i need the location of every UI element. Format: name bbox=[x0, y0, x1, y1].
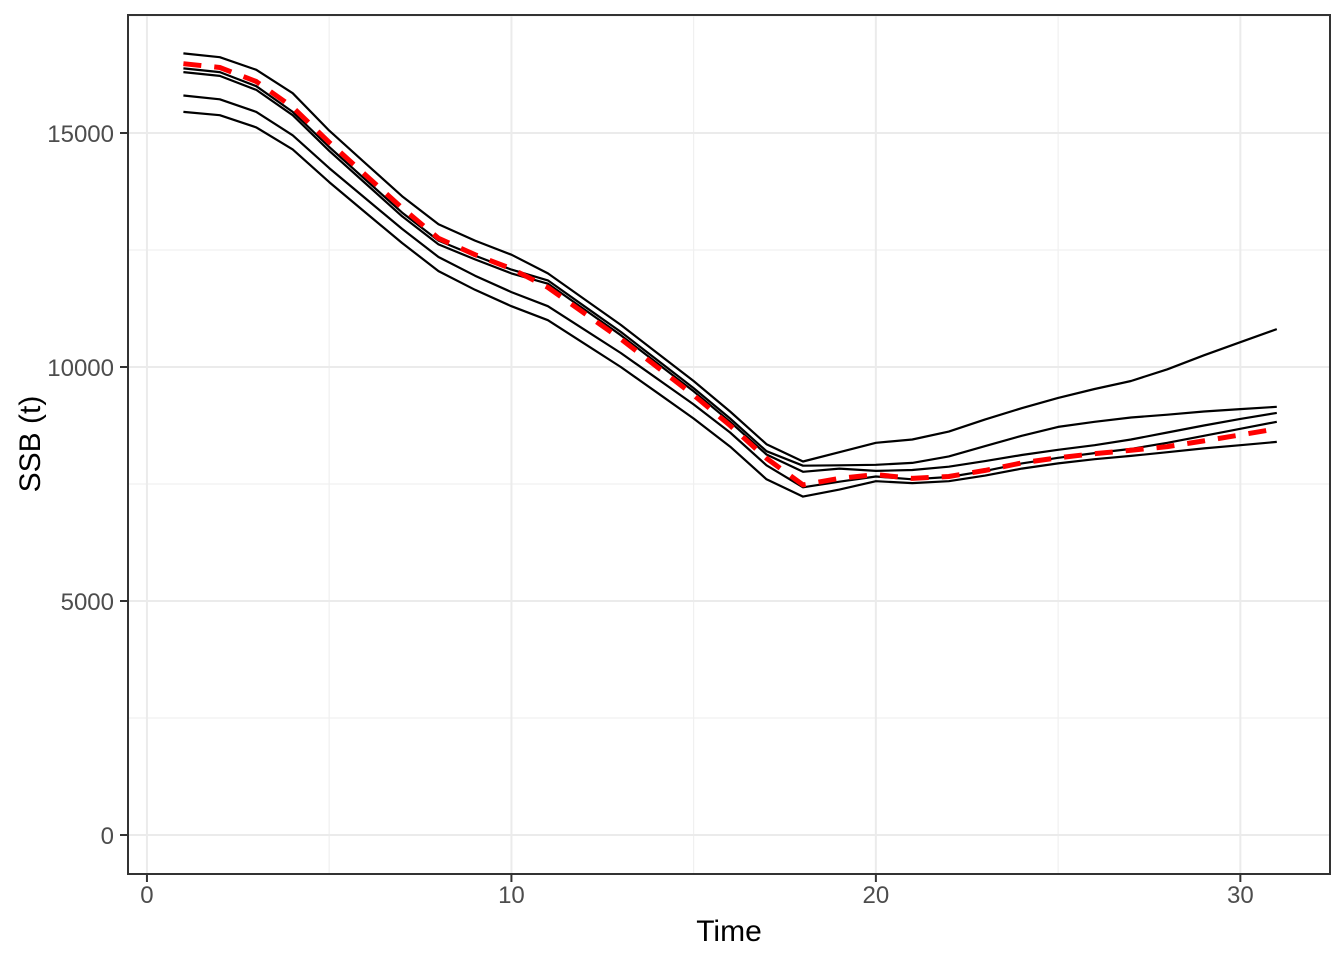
series-lines bbox=[183, 52, 1278, 498]
gridlines bbox=[128, 15, 1330, 874]
y-tick-label: 15000 bbox=[47, 121, 114, 148]
reference-dashed-line bbox=[183, 61, 1278, 488]
x-axis-title: Time bbox=[696, 915, 762, 948]
trajectory-line-run-5 bbox=[183, 110, 1277, 498]
trajectory-line-run-2 bbox=[183, 67, 1277, 467]
y-tick-label: 10000 bbox=[47, 355, 114, 382]
y-axis-title: SSB (t) bbox=[14, 396, 47, 493]
x-tick-label: 30 bbox=[1227, 882, 1254, 909]
trajectory-line-run-1 bbox=[183, 52, 1278, 463]
axis-tick-labels: 0 10 20 30 0 5000 10000 15000 bbox=[47, 121, 1253, 909]
trajectory-line-run-3 bbox=[183, 71, 1277, 473]
x-tick-label: 10 bbox=[498, 882, 525, 909]
y-tick-label: 5000 bbox=[61, 589, 114, 616]
axis-tick-marks bbox=[120, 131, 1242, 882]
trajectory-line-run-4 bbox=[183, 94, 1278, 489]
panel-border bbox=[127, 14, 1331, 875]
y-tick-label: 0 bbox=[101, 823, 114, 850]
x-tick-label: 0 bbox=[140, 882, 153, 909]
x-tick-label: 20 bbox=[863, 882, 890, 909]
